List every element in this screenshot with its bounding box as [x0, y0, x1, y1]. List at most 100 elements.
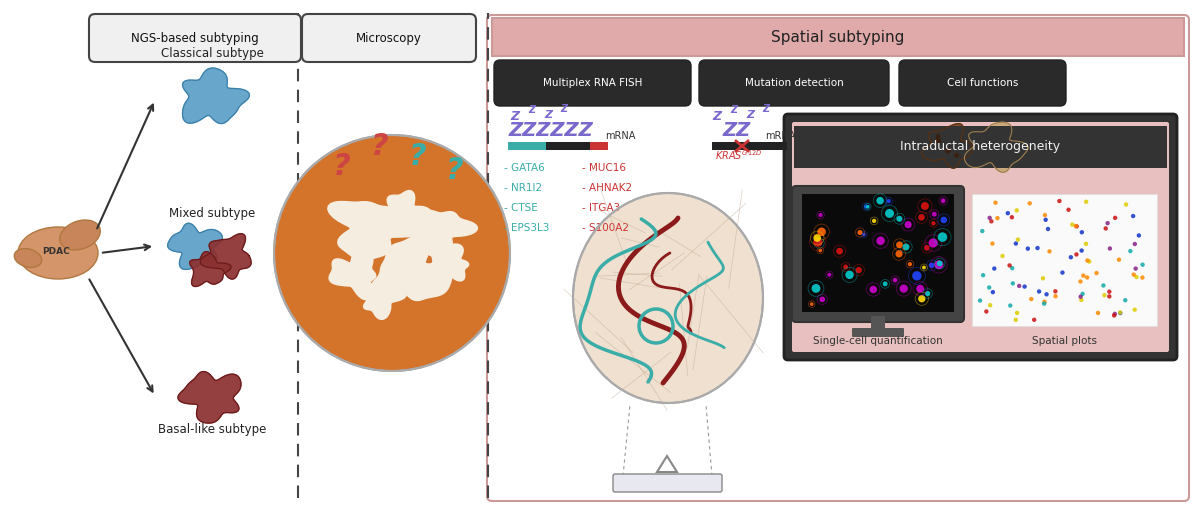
- FancyBboxPatch shape: [492, 18, 1184, 56]
- Bar: [546, 142, 590, 150]
- Text: Mutation detection: Mutation detection: [745, 78, 844, 88]
- Circle shape: [876, 237, 884, 245]
- Circle shape: [994, 201, 997, 205]
- Circle shape: [896, 216, 902, 222]
- Circle shape: [1015, 237, 1020, 242]
- Circle shape: [896, 241, 902, 248]
- Circle shape: [1128, 249, 1133, 253]
- Circle shape: [893, 278, 898, 282]
- FancyBboxPatch shape: [899, 60, 1066, 106]
- Polygon shape: [427, 244, 469, 281]
- FancyBboxPatch shape: [792, 122, 1169, 352]
- Circle shape: [929, 263, 935, 268]
- Text: - CTSE: - CTSE: [504, 203, 538, 213]
- Circle shape: [1008, 303, 1013, 308]
- Ellipse shape: [60, 220, 101, 250]
- Circle shape: [827, 273, 832, 277]
- Text: ?: ?: [371, 132, 389, 161]
- Circle shape: [1130, 214, 1135, 218]
- Bar: [590, 142, 608, 150]
- Circle shape: [862, 233, 865, 236]
- Text: Mixed subtype: Mixed subtype: [169, 207, 256, 220]
- Circle shape: [1133, 307, 1136, 312]
- Circle shape: [1084, 242, 1088, 246]
- Circle shape: [870, 285, 877, 293]
- Circle shape: [1140, 263, 1145, 267]
- Text: - NR1I2: - NR1I2: [504, 183, 542, 193]
- Circle shape: [1136, 233, 1141, 238]
- Circle shape: [1001, 254, 1004, 258]
- Circle shape: [1108, 290, 1111, 294]
- Circle shape: [820, 297, 826, 302]
- Circle shape: [1054, 294, 1057, 298]
- Circle shape: [1079, 298, 1084, 302]
- Text: ZZZZZZ: ZZZZZZ: [508, 121, 593, 140]
- Circle shape: [1080, 230, 1084, 235]
- Text: Classical subtype: Classical subtype: [161, 47, 264, 60]
- Circle shape: [1057, 199, 1062, 203]
- Text: Spatial plots: Spatial plots: [1032, 336, 1097, 346]
- Circle shape: [1016, 283, 1021, 288]
- Circle shape: [1036, 246, 1039, 250]
- Circle shape: [988, 303, 992, 307]
- Circle shape: [931, 221, 936, 226]
- Circle shape: [902, 243, 910, 250]
- Circle shape: [883, 281, 888, 287]
- Circle shape: [1124, 202, 1128, 207]
- Circle shape: [814, 238, 822, 247]
- Circle shape: [1087, 259, 1092, 264]
- Circle shape: [932, 212, 937, 216]
- Circle shape: [905, 221, 912, 228]
- Circle shape: [1006, 211, 1010, 215]
- FancyBboxPatch shape: [487, 15, 1189, 501]
- Circle shape: [1079, 279, 1082, 283]
- Text: Z: Z: [746, 110, 754, 120]
- Circle shape: [1134, 275, 1139, 279]
- Circle shape: [1085, 275, 1090, 280]
- Polygon shape: [328, 202, 426, 260]
- Text: Basal-like subtype: Basal-like subtype: [158, 423, 266, 436]
- Text: Z: Z: [544, 110, 552, 120]
- Circle shape: [991, 290, 995, 294]
- Circle shape: [1074, 252, 1079, 257]
- Polygon shape: [200, 234, 251, 279]
- Circle shape: [929, 238, 938, 247]
- Circle shape: [1009, 215, 1014, 219]
- Circle shape: [1045, 227, 1050, 231]
- Circle shape: [836, 248, 842, 255]
- Circle shape: [1010, 266, 1014, 270]
- Circle shape: [1026, 246, 1030, 251]
- Circle shape: [1044, 217, 1048, 222]
- Text: $\mathit{KRAS}^{G12D}$: $\mathit{KRAS}^{G12D}$: [715, 148, 763, 162]
- Circle shape: [935, 138, 940, 143]
- Text: ?: ?: [334, 151, 350, 180]
- Circle shape: [857, 230, 863, 235]
- FancyBboxPatch shape: [89, 14, 301, 62]
- Text: Spatial subtyping: Spatial subtyping: [772, 29, 905, 45]
- Circle shape: [908, 262, 912, 266]
- Circle shape: [1096, 311, 1100, 315]
- Circle shape: [1067, 208, 1070, 212]
- Circle shape: [918, 214, 925, 220]
- Circle shape: [1133, 242, 1138, 246]
- Circle shape: [941, 216, 947, 224]
- Polygon shape: [190, 251, 232, 287]
- Text: NGS-based subtyping: NGS-based subtyping: [131, 31, 259, 45]
- Circle shape: [1027, 201, 1032, 206]
- Circle shape: [1043, 213, 1048, 217]
- Circle shape: [936, 134, 941, 139]
- Circle shape: [1103, 293, 1106, 297]
- Circle shape: [817, 228, 826, 236]
- Circle shape: [984, 309, 989, 313]
- Text: Microscopy: Microscopy: [356, 31, 422, 45]
- Circle shape: [1085, 258, 1090, 263]
- Circle shape: [947, 148, 952, 153]
- Circle shape: [992, 266, 996, 271]
- Circle shape: [872, 219, 876, 223]
- Ellipse shape: [14, 248, 42, 267]
- Circle shape: [1105, 221, 1110, 226]
- Circle shape: [1118, 311, 1122, 315]
- Circle shape: [887, 199, 890, 203]
- Text: mRNA: mRNA: [766, 131, 796, 141]
- Circle shape: [980, 229, 984, 233]
